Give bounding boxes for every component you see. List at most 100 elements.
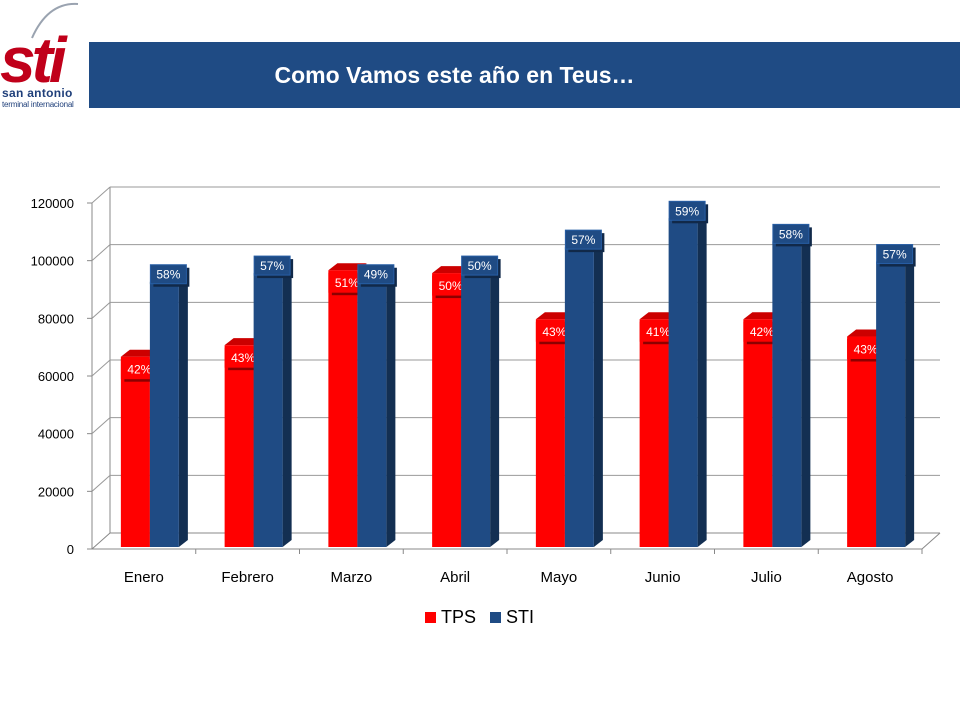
bar-top bbox=[432, 266, 471, 274]
y-tick-label: 20000 bbox=[38, 484, 74, 499]
data-label-sti: 59% bbox=[668, 200, 709, 224]
data-label-box bbox=[149, 264, 187, 285]
chart-floor-right-edge bbox=[921, 532, 941, 550]
bar-front bbox=[639, 319, 669, 547]
bar-front bbox=[743, 319, 773, 547]
bar-top bbox=[535, 312, 574, 320]
bar-front bbox=[876, 261, 906, 547]
x-category-label: Julio bbox=[751, 569, 782, 586]
legend-item-tps: TPS bbox=[425, 607, 476, 628]
bar-side bbox=[282, 266, 292, 547]
bar-front bbox=[772, 241, 802, 547]
data-label-box bbox=[357, 264, 395, 285]
data-label-box bbox=[253, 255, 291, 276]
data-label-sti: 57% bbox=[564, 229, 605, 253]
data-label-text: 50% bbox=[468, 259, 492, 273]
data-label-text: 42% bbox=[750, 325, 774, 339]
gridline-diagonal bbox=[91, 417, 111, 435]
y-tick-label: 100000 bbox=[31, 254, 74, 269]
logo-arc-icon bbox=[31, 2, 79, 39]
bar-side bbox=[905, 254, 915, 548]
x-category-label: Junio bbox=[645, 569, 681, 586]
data-label-text: 57% bbox=[260, 259, 284, 273]
data-label-text: 57% bbox=[883, 248, 907, 262]
bar-front bbox=[432, 273, 462, 547]
bar-sti bbox=[772, 234, 811, 547]
data-label-box bbox=[772, 223, 810, 244]
bar-side bbox=[801, 234, 811, 547]
legend-item-sti: STI bbox=[490, 607, 534, 628]
bar-sti bbox=[876, 254, 915, 548]
data-label-text: 43% bbox=[231, 351, 255, 365]
legend-swatch-tps bbox=[425, 612, 436, 623]
data-label-text: 58% bbox=[156, 268, 180, 282]
bar-front bbox=[564, 247, 594, 547]
gridline-diagonal bbox=[91, 301, 111, 319]
legend-label-sti: STI bbox=[506, 607, 535, 627]
data-label-text: 59% bbox=[675, 204, 699, 218]
x-category-label: Marzo bbox=[331, 569, 373, 586]
data-label-sti: 49% bbox=[357, 264, 397, 287]
gridline-diagonal bbox=[91, 186, 111, 204]
bar-sti bbox=[253, 266, 292, 547]
bar-top bbox=[743, 312, 782, 320]
y-tick-label: 80000 bbox=[38, 311, 74, 326]
data-label-sti: 50% bbox=[461, 255, 501, 279]
data-label-text: 43% bbox=[854, 343, 878, 357]
bar-top bbox=[639, 312, 678, 320]
bar-sti bbox=[461, 266, 500, 547]
bar-top bbox=[224, 338, 263, 346]
y-tick-label: 40000 bbox=[38, 427, 74, 442]
title-banner: Como Vamos este año en Teus… bbox=[89, 42, 960, 108]
bar-front bbox=[461, 273, 491, 547]
y-tick-label: 0 bbox=[67, 542, 74, 557]
logo-subtitle-2: terminal internacional bbox=[2, 100, 74, 109]
data-label-text: 51% bbox=[335, 276, 359, 290]
legend-swatch-sti bbox=[490, 612, 502, 623]
data-label-text: 41% bbox=[646, 325, 670, 339]
bar-front bbox=[224, 345, 254, 547]
data-label-box bbox=[668, 200, 706, 221]
bar-sti bbox=[149, 274, 188, 547]
bar-front bbox=[668, 218, 698, 548]
bar-side bbox=[178, 274, 188, 547]
bar-sti bbox=[357, 274, 396, 547]
bar-side bbox=[490, 266, 500, 547]
bar-front bbox=[120, 356, 150, 547]
bar-front bbox=[149, 281, 179, 547]
bar-front bbox=[535, 319, 565, 547]
sti-logo: sti san antonio terminal internacional bbox=[0, 0, 88, 110]
chart-legend: TPS STI bbox=[425, 607, 534, 628]
data-label-sti: 58% bbox=[772, 223, 812, 247]
gridline-diagonal bbox=[91, 474, 111, 492]
data-label-box bbox=[564, 229, 602, 250]
chart-axis-floor bbox=[91, 532, 940, 550]
bar-sti bbox=[668, 211, 707, 548]
data-label-sti: 57% bbox=[876, 244, 916, 267]
bar-front bbox=[328, 270, 358, 547]
data-label-text: 49% bbox=[364, 268, 388, 282]
gridline-diagonal bbox=[91, 244, 111, 262]
chart-plot: 0 20000 40000 60000 80000 100000 120000 Enero 42… bbox=[31, 186, 941, 586]
bar-side bbox=[593, 240, 603, 547]
data-label-sti: 58% bbox=[149, 264, 190, 287]
legend-label-tps: TPS bbox=[441, 607, 477, 627]
page-title: Como Vamos este año en Teus… bbox=[274, 61, 635, 88]
bar-top bbox=[847, 329, 886, 337]
x-category-label: Enero bbox=[124, 569, 164, 586]
x-category-label: Mayo bbox=[541, 569, 578, 586]
bar-sti bbox=[564, 240, 603, 547]
data-label-text: 58% bbox=[779, 227, 803, 241]
bar-front bbox=[357, 281, 387, 547]
x-category-label: Febrero bbox=[221, 569, 274, 586]
logo-wordmark: sti bbox=[0, 24, 67, 96]
data-label-text: 43% bbox=[542, 325, 566, 339]
data-label-sti: 57% bbox=[253, 255, 294, 279]
bar-top bbox=[328, 263, 367, 271]
bar-front bbox=[847, 336, 877, 547]
bar-top bbox=[120, 349, 159, 357]
data-label-text: 57% bbox=[571, 233, 595, 247]
data-label-text: 50% bbox=[439, 279, 463, 293]
x-category-label: Agosto bbox=[847, 569, 894, 586]
